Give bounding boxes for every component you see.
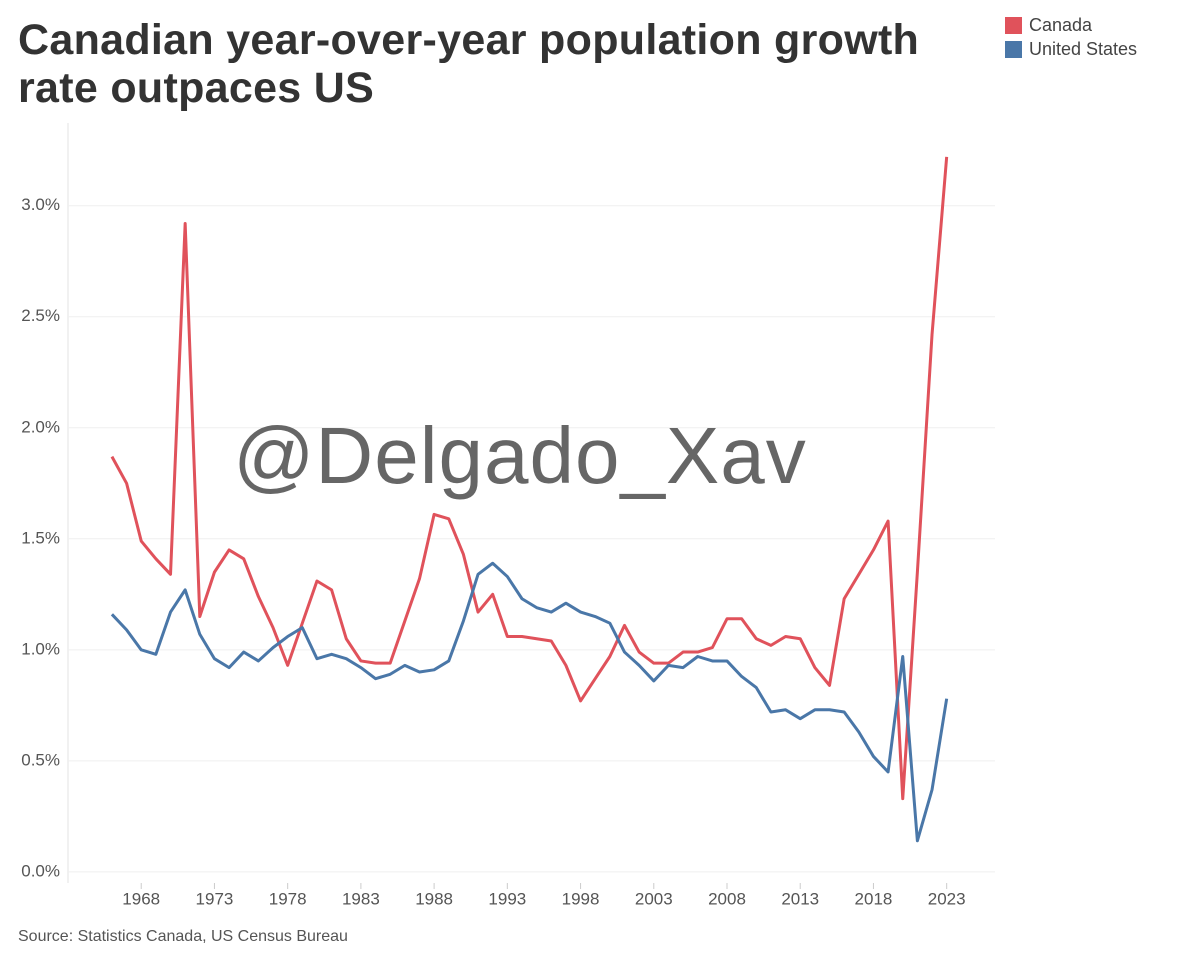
chart-title: Canadian year-over-year population growt… (18, 16, 920, 112)
y-tick-label: 2.0% (21, 417, 60, 436)
legend-label: Canada (1029, 15, 1093, 35)
x-tick-label: 1968 (122, 889, 160, 908)
x-tick-label: 1988 (415, 889, 453, 908)
watermark: @Delgado_Xav (233, 411, 807, 500)
y-tick-label: 0.0% (21, 861, 60, 880)
legend-label: United States (1029, 39, 1137, 59)
y-tick-label: 1.5% (21, 528, 60, 547)
source-note: Source: Statistics Canada, US Census Bur… (18, 928, 348, 945)
x-tick-label: 2013 (781, 889, 819, 908)
x-tick-label: 1998 (562, 889, 600, 908)
legend-swatch (1005, 41, 1022, 58)
legend-swatch (1005, 17, 1022, 34)
x-tick-label: 1978 (269, 889, 307, 908)
y-tick-label: 1.0% (21, 639, 60, 658)
x-tick-label: 2008 (708, 889, 746, 908)
series-line (110, 156, 949, 801)
y-tick-label: 2.5% (21, 306, 60, 325)
x-tick-label: 2018 (855, 889, 893, 908)
y-tick-label: 3.0% (21, 195, 60, 214)
x-tick-label: 1973 (196, 889, 234, 908)
y-tick-label: 0.5% (21, 750, 60, 769)
x-tick-label: 2003 (635, 889, 673, 908)
x-tick-label: 1993 (488, 889, 526, 908)
x-tick-label: 1983 (342, 889, 380, 908)
series-line (110, 561, 949, 843)
x-tick-label: 2023 (928, 889, 966, 908)
